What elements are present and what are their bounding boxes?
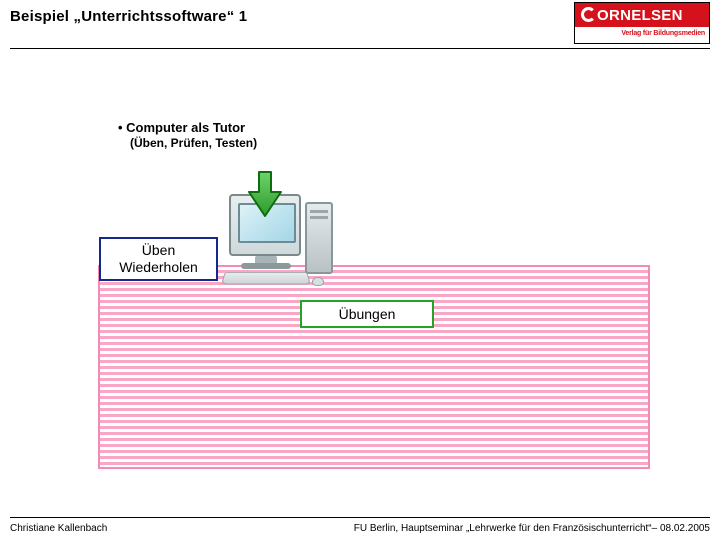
brand-logo: ORNELSEN Verlag für Bildungsmedien [574,2,710,44]
slide: Beispiel „Unterrichtssoftware“ 1 ORNELSE… [0,0,720,540]
brand-logo-band: ORNELSEN [575,3,709,27]
footer-author: Christiane Kallenbach [10,523,107,534]
download-arrow-icon [245,170,285,218]
box-ueben-line2: Wiederholen [119,259,198,276]
footer-context: FU Berlin, Hauptseminar „Lehrwerke für d… [354,523,710,534]
pc-base [241,263,291,269]
pc-keyboard [221,272,311,284]
box-uebungen: Übungen [300,300,434,328]
striped-panel [98,265,650,469]
bullet-main: • Computer als Tutor [118,120,245,135]
box-uebungen-label: Übungen [339,306,396,322]
box-ueben-wiederholen: Üben Wiederholen [99,237,218,281]
header: Beispiel „Unterrichtssoftware“ 1 ORNELSE… [0,0,720,50]
brand-word: ORNELSEN [581,5,683,24]
pc-slot [310,216,328,219]
footer-rule [10,517,710,518]
pc-slot [310,210,328,213]
box-ueben-line1: Üben [142,242,175,259]
brand-c-icon [581,7,596,22]
pc-mouse [312,277,324,286]
computer-download-icon [219,178,341,290]
bullet-sub: (Üben, Prüfen, Testen) [130,136,257,150]
header-rule [10,48,710,49]
slide-title: Beispiel „Unterrichtssoftware“ 1 [10,8,247,25]
brand-tagline: Verlag für Bildungsmedien [575,27,709,45]
